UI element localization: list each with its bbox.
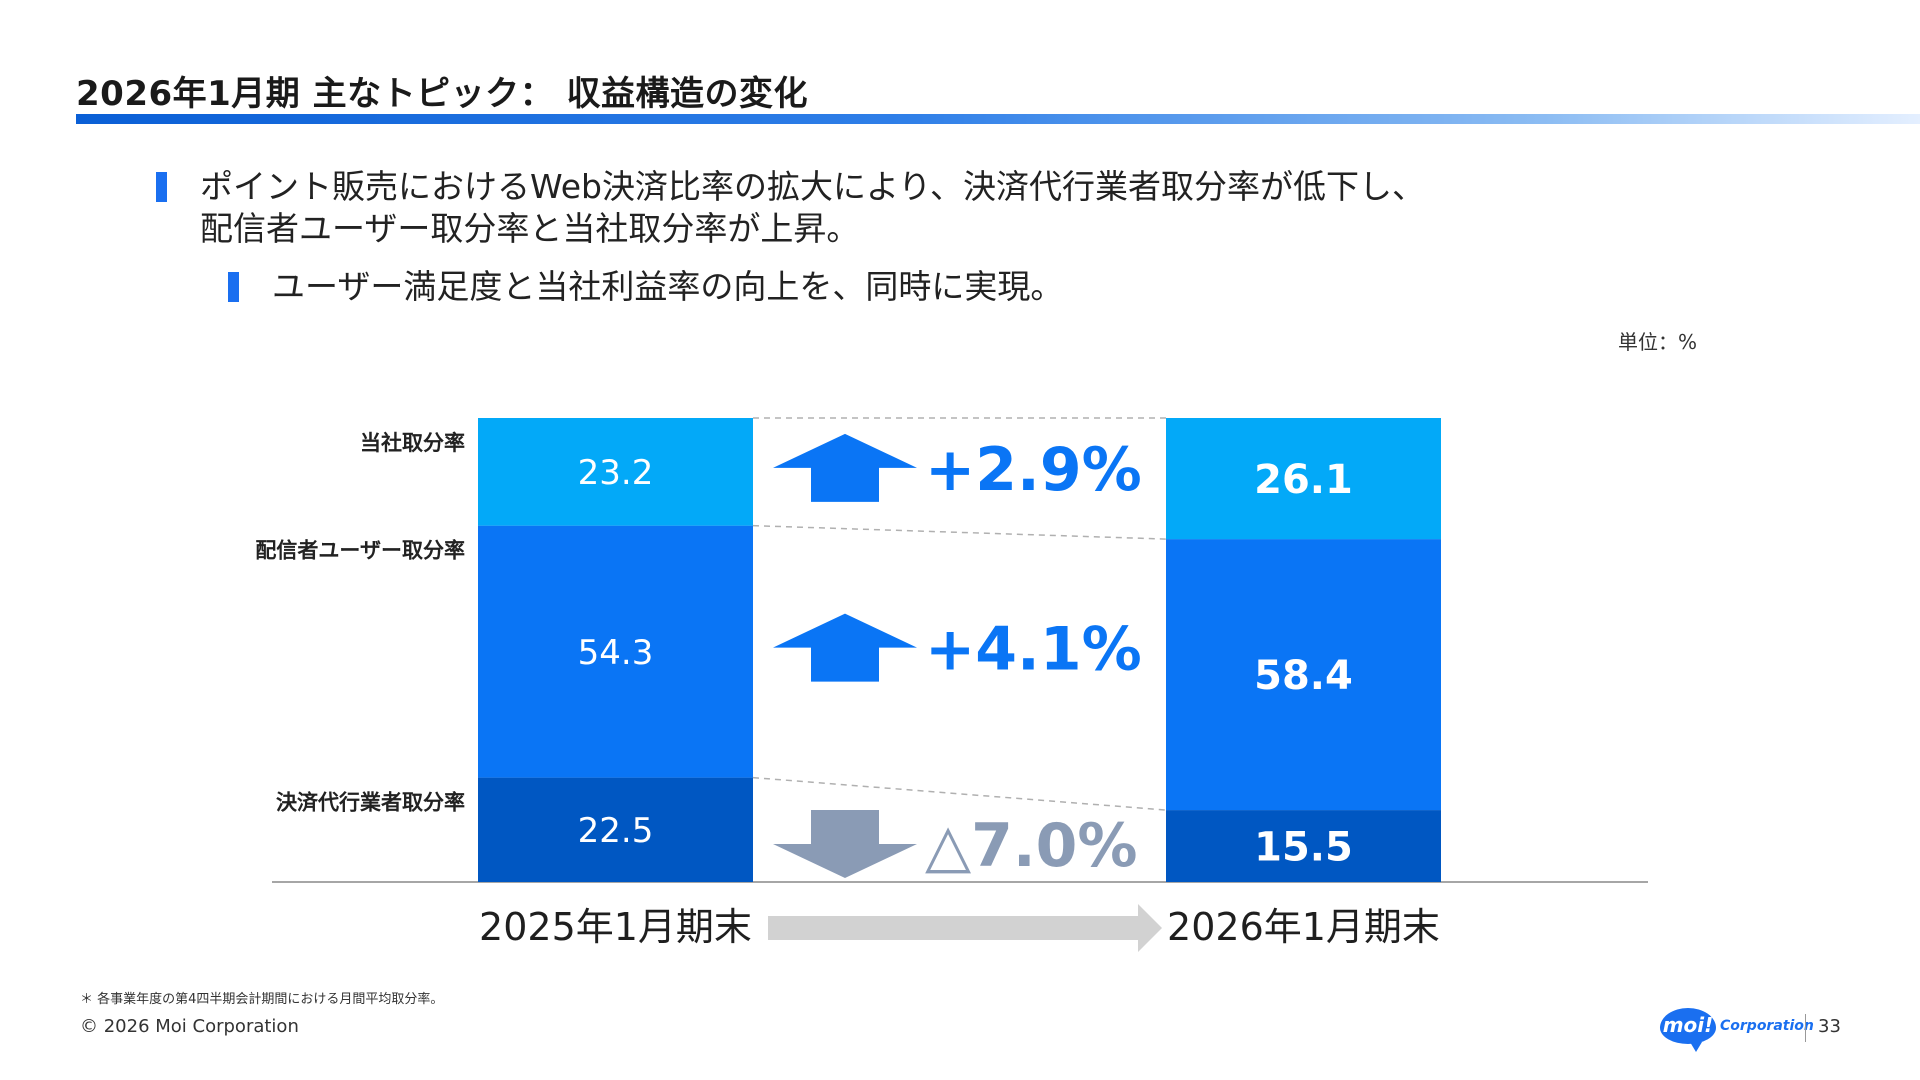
data-label: 26.1	[1254, 457, 1353, 503]
bar-segment	[478, 418, 753, 526]
main-bullet: ポイント販売におけるWeb決済比率の拡大により、決済代行業者取分率が低下し、 配…	[156, 166, 1425, 250]
category-label: 2025年1月期末	[479, 905, 752, 949]
title-underline	[76, 114, 1920, 124]
down-arrow-icon	[773, 810, 917, 878]
bullet-marker	[156, 172, 167, 202]
logo-text: Corporation	[1720, 1018, 1814, 1034]
bar-segment	[1166, 810, 1441, 882]
data-label: 15.5	[1254, 824, 1353, 870]
series-label: 決済代行業者取分率	[276, 791, 465, 815]
main-bullet-line1: ポイント販売におけるWeb決済比率の拡大により、決済代行業者取分率が低下し、	[200, 167, 1425, 206]
bar-segment	[478, 525, 753, 778]
bullet-marker	[228, 272, 239, 302]
connector-line	[752, 524, 1167, 540]
data-label: 58.4	[1254, 653, 1353, 699]
series-label: 配信者ユーザー取分率	[255, 539, 465, 563]
page-title: 2026年1月期 主なトピック： 収益構造の変化	[76, 74, 808, 114]
connector-line	[752, 776, 1167, 811]
moi-logo-icon: moi!	[1660, 1008, 1716, 1052]
change-label: +2.9%	[925, 435, 1142, 505]
series-label: 当社取分率	[360, 431, 465, 455]
data-label: 23.2	[578, 453, 654, 493]
data-label: 54.3	[578, 633, 654, 673]
unit-label: 単位：%	[1618, 330, 1698, 354]
bar-segment	[1166, 418, 1441, 540]
right-arrow-icon	[768, 904, 1162, 952]
data-label: 22.5	[578, 811, 654, 851]
change-label: +4.1%	[925, 615, 1142, 685]
category-label: 2026年1月期末	[1167, 905, 1440, 949]
bar-segment	[1166, 539, 1441, 811]
up-arrow-icon	[773, 613, 917, 682]
page-number: 33	[1818, 1016, 1841, 1037]
up-arrow-icon	[773, 433, 917, 502]
footnote: ＊ 各事業年度の第4四半期会計期間における月間平均取分率。	[80, 992, 444, 1007]
copyright: © 2026 Moi Corporation	[80, 1016, 299, 1037]
bar-segment	[478, 777, 753, 882]
main-bullet-line2: 配信者ユーザー取分率と当社取分率が上昇。	[200, 209, 860, 248]
sub-bullet-text: ユーザー満足度と当社利益率の向上を、同時に実現。	[272, 267, 1064, 306]
sub-bullet: ユーザー満足度と当社利益率の向上を、同時に実現。	[228, 266, 1064, 308]
page-number-divider	[1805, 1014, 1806, 1042]
change-label: △7.0%	[925, 811, 1138, 881]
